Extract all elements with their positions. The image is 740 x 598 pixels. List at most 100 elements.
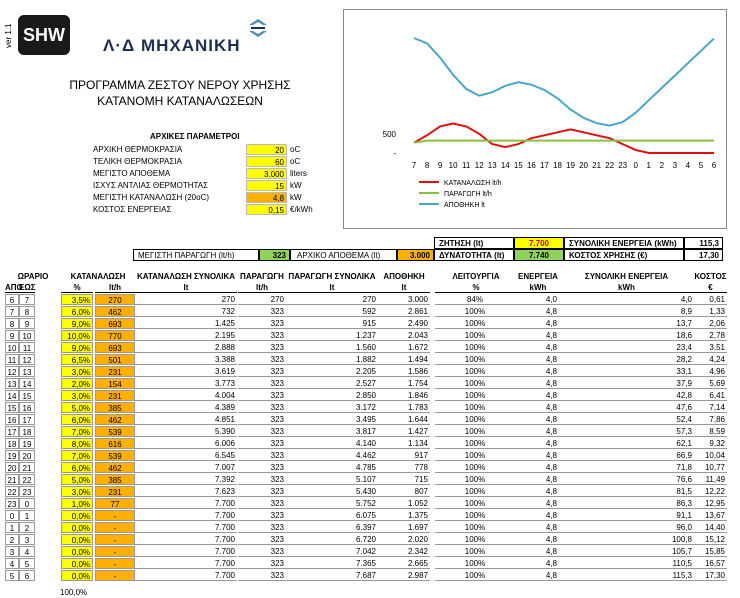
table-cell[interactable]: 3,5%	[61, 294, 93, 305]
table-cell[interactable]: -	[95, 510, 135, 521]
table-cell: 4,8	[517, 306, 559, 317]
table-cell: 18	[19, 426, 35, 437]
table-cell: 1.754	[378, 378, 430, 389]
table-cell: 14,40	[694, 522, 727, 533]
table-cell: 71,8	[559, 462, 694, 473]
table-cell[interactable]: 693	[95, 318, 135, 329]
param-value[interactable]: 60	[246, 156, 287, 167]
table-cell[interactable]: 1,0%	[61, 498, 93, 509]
table-cell: 4.140	[286, 438, 378, 449]
table-cell: 1.697	[378, 522, 430, 533]
table-cell: 915	[286, 318, 378, 329]
table-cell: 100%	[435, 354, 517, 365]
table-cell: 323	[238, 378, 286, 389]
table-cell[interactable]: 0,0%	[61, 570, 93, 581]
table-cell[interactable]: -	[95, 546, 135, 557]
table-cell[interactable]: 6,5%	[61, 354, 93, 365]
table-row: 13 14 2,0% 154 3.773 323 2.527 1.754 100% 4,8 37,9…	[5, 378, 727, 389]
table-cell: 3.000	[378, 294, 430, 305]
table-cell[interactable]: 6,0%	[61, 306, 93, 317]
table-cell[interactable]: 462	[95, 306, 135, 317]
table-header: ΩΡΑΡΙΟ ΚΑΤΑΝΑΛΩΣΗ ΚΑΤΑΝΑΛΩΣΗ ΣΥΝΟΛΙΚΑ ΠΑΡΑΓ…	[5, 271, 727, 282]
param-value[interactable]: 0,15	[246, 204, 287, 215]
table-cell[interactable]: -	[95, 570, 135, 581]
table-cell[interactable]: 3,0%	[61, 366, 93, 377]
initial-stock-value[interactable]: 3.000	[397, 249, 434, 261]
x-tick-label: 0	[634, 161, 639, 170]
table-cell[interactable]: -	[95, 522, 135, 533]
table-cell: 10	[5, 342, 19, 353]
table-cell[interactable]: 3,0%	[61, 390, 93, 401]
table-cell[interactable]: -	[95, 558, 135, 569]
param-value[interactable]: 3.000	[246, 168, 287, 179]
table-cell: 4,8	[517, 426, 559, 437]
capacity-label: ΔΥΝΑΤΟΤΗΤΑ (lt)	[434, 249, 514, 261]
table-cell[interactable]: 3,0%	[61, 486, 93, 497]
table-row: 6 7 3,5% 270 270 270 270 3.000 84% 4,0 4,0 0,61	[5, 294, 727, 305]
table-row: 4 5 0,0% -7.700 323 7.365 2.665 100% 4,8 110,5 16,…	[5, 558, 727, 569]
table-cell[interactable]: 231	[95, 390, 135, 401]
table-cell: 732	[135, 306, 237, 317]
table-cell: 2	[5, 534, 19, 545]
table-cell[interactable]: 539	[95, 450, 135, 461]
table-cell: 5.430	[286, 486, 378, 497]
max-production-value[interactable]: 323	[259, 249, 290, 261]
table-cell: 115,3	[559, 570, 694, 581]
table-cell[interactable]: 0,0%	[61, 522, 93, 533]
x-tick-label: 18	[553, 161, 562, 170]
table-cell[interactable]: 462	[95, 414, 135, 425]
table-cell[interactable]: 6,0%	[61, 462, 93, 473]
table-cell[interactable]: 0,0%	[61, 510, 93, 521]
table-cell[interactable]: 770	[95, 330, 135, 341]
table-cell[interactable]: 10,0%	[61, 330, 93, 341]
table-cell[interactable]: 9,0%	[61, 318, 93, 329]
column-unit: lt	[378, 282, 430, 293]
table-row: 23 0 1,0% 77 7.700 323 5.752 1.052 100% 4,8 86,3 12…	[5, 498, 727, 509]
table-row: 2 3 0,0% -7.700 323 6.720 2.020 100% 4,8 100,8 15,…	[5, 534, 727, 545]
table-row: 7 8 6,0% 462 732 323 592 2.861 100% 4,8 8,9 1,33	[5, 306, 727, 317]
table-cell[interactable]: 270	[95, 294, 135, 305]
param-unit: liters	[290, 169, 307, 178]
param-label: ΚΟΣΤΟΣ ΕΝΕΡΓΕΙΑΣ	[93, 205, 172, 214]
table-cell[interactable]: 5,0%	[61, 402, 93, 413]
column-unit: ΑΠΟ	[5, 283, 23, 293]
table-cell[interactable]: 6,0%	[61, 414, 93, 425]
table-cell[interactable]: 231	[95, 486, 135, 497]
table-cell[interactable]: 5,0%	[61, 474, 93, 485]
param-value[interactable]: 20	[246, 144, 287, 155]
table-cell[interactable]: 7,0%	[61, 450, 93, 461]
param-value[interactable]: 15	[246, 180, 287, 191]
param-value[interactable]: 4,8	[246, 192, 287, 203]
table-cell: 15	[19, 390, 35, 401]
table-cell[interactable]: 8,0%	[61, 438, 93, 449]
table-cell[interactable]: 385	[95, 474, 135, 485]
table-cell: 11	[19, 342, 35, 353]
table-cell[interactable]: 2,0%	[61, 378, 93, 389]
table-cell[interactable]: 693	[95, 342, 135, 353]
column-unit: €	[694, 282, 727, 293]
table-cell[interactable]: 616	[95, 438, 135, 449]
table-cell[interactable]: 7,0%	[61, 426, 93, 437]
y-tick-label: -	[393, 149, 396, 158]
table-cell[interactable]: 77	[95, 498, 135, 509]
table-cell: 33,1	[559, 366, 694, 377]
series-line	[413, 37, 715, 127]
table-cell: 4.004	[135, 390, 237, 401]
table-cell[interactable]: 9,0%	[61, 342, 93, 353]
table-row: 20 21 6,0% 462 7.007 323 4.785 778 100% 4,8 71,8 10…	[5, 462, 727, 473]
table-cell[interactable]: 462	[95, 462, 135, 473]
table-cell[interactable]: 0,0%	[61, 558, 93, 569]
table-cell: 13	[19, 366, 35, 377]
table-cell[interactable]: 0,0%	[61, 534, 93, 545]
table-cell[interactable]: -	[95, 534, 135, 545]
table-cell[interactable]: 0,0%	[61, 546, 93, 557]
table-cell[interactable]: 154	[95, 378, 135, 389]
table-cell[interactable]: 501	[95, 354, 135, 365]
table-cell: 100%	[435, 342, 517, 353]
table-cell[interactable]: 231	[95, 366, 135, 377]
table-cell: 323	[238, 438, 286, 449]
table-cell: 7.700	[135, 498, 237, 509]
column-unit: kWh	[517, 282, 559, 293]
table-cell[interactable]: 385	[95, 402, 135, 413]
table-cell[interactable]: 539	[95, 426, 135, 437]
